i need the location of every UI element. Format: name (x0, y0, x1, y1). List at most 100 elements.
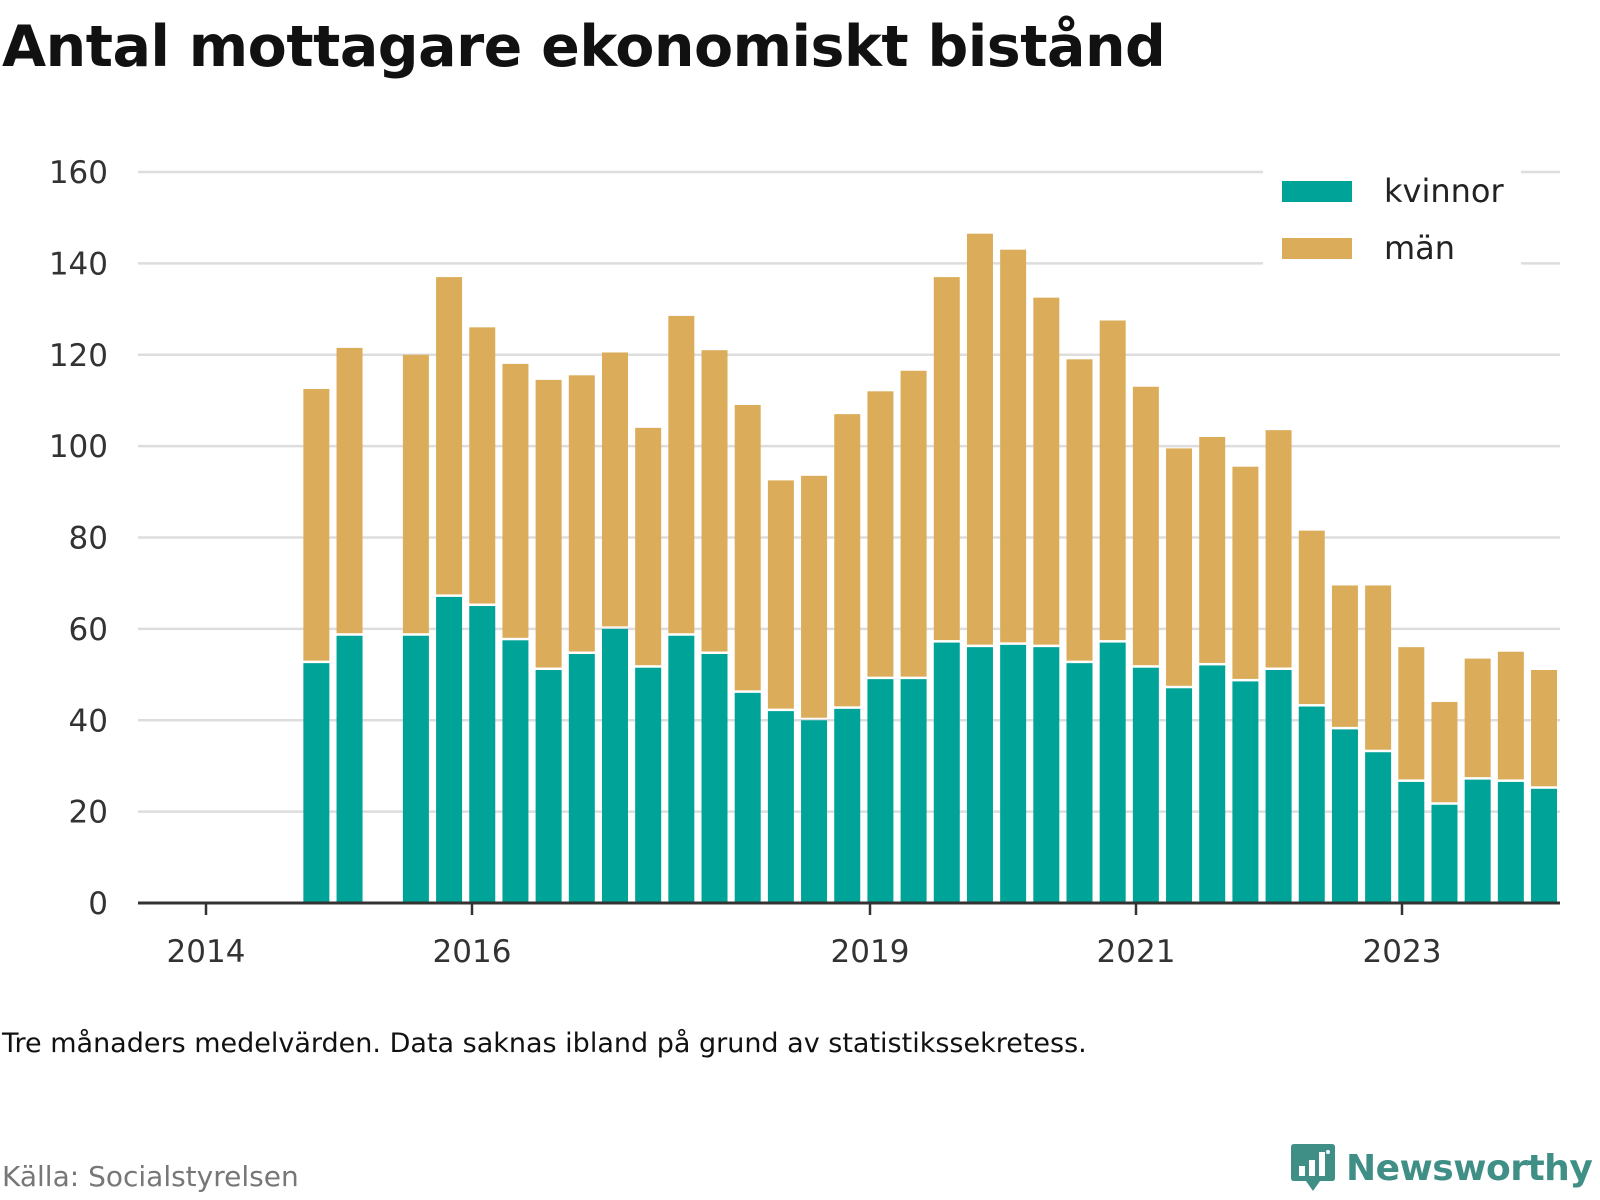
bar-kvinnor (1000, 644, 1027, 903)
bar-kvinnor (734, 692, 761, 903)
legend-label-kvinnor: kvinnor (1384, 172, 1505, 210)
newsworthy-icon (1291, 1144, 1335, 1191)
bar-man (1298, 530, 1325, 705)
x-tick-label: 2023 (1363, 934, 1442, 970)
bar-kvinnor (1331, 729, 1358, 903)
y-tick-label: 140 (49, 246, 108, 282)
bar-kvinnor (966, 647, 993, 903)
x-tick-label: 2019 (831, 934, 910, 970)
bar-man (867, 391, 894, 677)
brand-name: Newsworthy (1346, 1147, 1593, 1189)
bar-man (1365, 585, 1392, 750)
bar-man (635, 427, 662, 666)
bar-kvinnor (1531, 788, 1558, 903)
bar-kvinnor (601, 628, 628, 903)
bar-man (801, 475, 828, 718)
bar-man (1099, 320, 1126, 641)
source-credit: Källa: Socialstyrelsen (2, 1160, 299, 1193)
bar-kvinnor (834, 708, 861, 903)
bar-man (1331, 585, 1358, 727)
bar-kvinnor (1431, 804, 1458, 903)
bar-kvinnor (1265, 669, 1292, 903)
bar-kvinnor (801, 720, 828, 903)
y-tick-label: 0 (88, 886, 108, 922)
chart-footnote: Tre månaders medelvärden. Data saknas ib… (2, 1028, 1087, 1059)
y-tick-label: 40 (69, 703, 108, 739)
bar-man (900, 370, 927, 677)
bar-man (1066, 359, 1093, 661)
x-axis-ticks: 2014 2016 2019 2021 2023 (167, 903, 1442, 970)
y-tick-label: 80 (69, 521, 108, 557)
legend-label-man: män (1384, 229, 1455, 267)
bar-kvinnor (767, 711, 794, 903)
bar-man (933, 277, 960, 641)
x-tick-label: 2016 (433, 934, 512, 970)
chart-title: Antal mottagare ekonomiskt bistånd (2, 14, 1166, 80)
bar-man (1497, 651, 1524, 780)
bar-kvinnor (336, 635, 363, 903)
newsworthy-logo: Newsworthy (1290, 1142, 1593, 1194)
bar-kvinnor (436, 596, 463, 903)
bar-man (535, 379, 562, 668)
y-tick-label: 100 (49, 429, 108, 465)
bar-kvinnor (1066, 663, 1093, 903)
y-axis-ticks: 0 20 40 60 80 100 120 140 160 (49, 155, 108, 922)
bar-man (734, 405, 761, 691)
bar-man (568, 375, 595, 652)
bar-man (303, 389, 330, 661)
bar-kvinnor (668, 635, 695, 903)
bar-man (1464, 658, 1491, 778)
bar-man (436, 277, 463, 595)
bar-kvinnor (635, 667, 662, 903)
y-tick-label: 20 (69, 795, 108, 831)
bar-kvinnor (701, 654, 728, 903)
bar-man (402, 354, 429, 634)
bar-man (1132, 386, 1159, 666)
bar-kvinnor (1132, 667, 1159, 903)
bar-man (668, 315, 695, 634)
bar-kvinnor (568, 654, 595, 903)
y-tick-label: 120 (49, 338, 108, 374)
bar-man (767, 480, 794, 709)
bar-man (834, 414, 861, 707)
y-tick-label: 60 (69, 612, 108, 648)
bar-kvinnor (303, 663, 330, 903)
bar-kvinnor (1099, 642, 1126, 903)
bar-man (1000, 249, 1027, 643)
bar-kvinnor (1365, 752, 1392, 903)
bar-man (336, 347, 363, 634)
bar-kvinnor (1497, 781, 1524, 903)
bar-man (1232, 466, 1259, 679)
bar-kvinnor (900, 679, 927, 903)
bar-man (1398, 647, 1425, 780)
bar-man (1531, 669, 1558, 787)
bar-kvinnor (535, 669, 562, 903)
x-tick-label: 2014 (167, 934, 246, 970)
bar-man (1199, 436, 1226, 663)
y-tick-label: 160 (49, 155, 108, 191)
bar-kvinnor (1232, 681, 1259, 903)
bars (303, 233, 1558, 903)
bar-kvinnor (1298, 706, 1325, 903)
bar-kvinnor (402, 635, 429, 903)
legend-swatch-man (1282, 238, 1352, 259)
legend: kvinnor män (1263, 163, 1521, 269)
bar-kvinnor (1398, 781, 1425, 903)
bar-kvinnor (867, 679, 894, 903)
bar-kvinnor (1033, 647, 1060, 903)
bar-man (1033, 297, 1060, 645)
bar-kvinnor (1166, 688, 1193, 903)
bar-man (701, 350, 728, 652)
bar-kvinnor (469, 606, 496, 903)
bar-kvinnor (933, 642, 960, 903)
bar-man (502, 363, 529, 638)
bar-man (1431, 701, 1458, 803)
bar-man (1166, 448, 1193, 686)
x-tick-label: 2021 (1097, 934, 1176, 970)
bar-man (1265, 430, 1292, 668)
bar-kvinnor (1199, 665, 1226, 903)
legend-swatch-kvinnor (1282, 181, 1352, 202)
bar-man (601, 352, 628, 627)
bar-kvinnor (502, 640, 529, 903)
